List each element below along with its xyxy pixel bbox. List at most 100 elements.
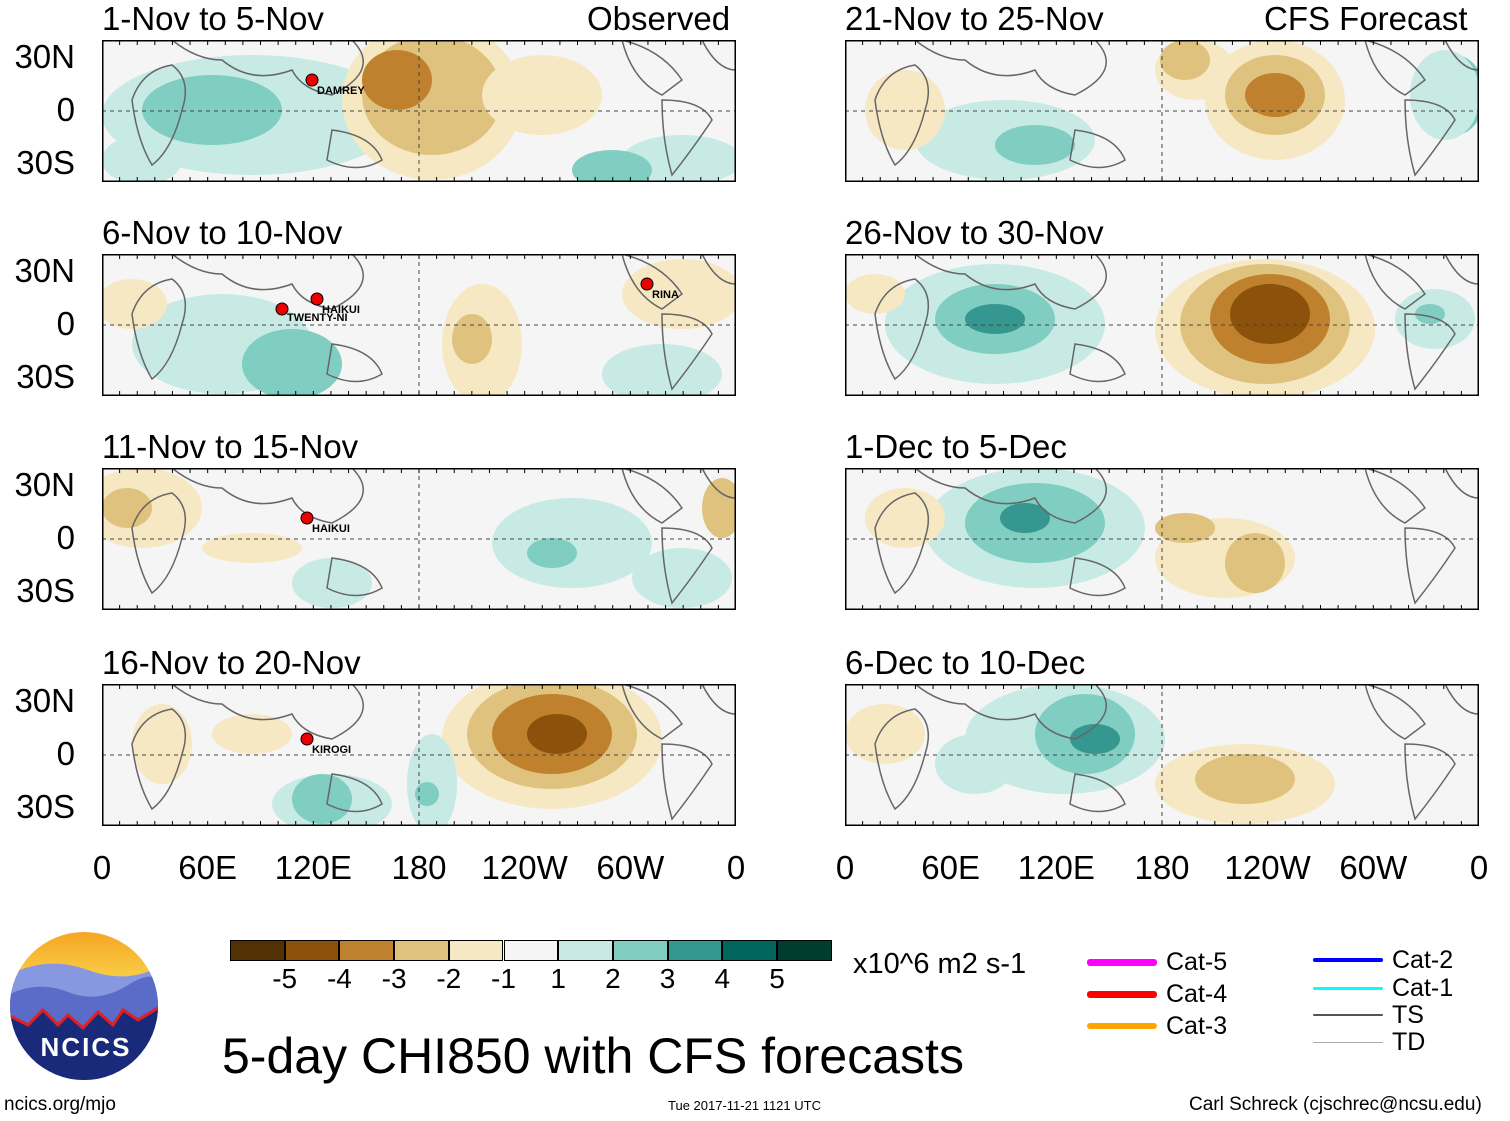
anomaly-contour bbox=[102, 488, 152, 528]
y-tick-label: 30S bbox=[16, 358, 75, 395]
coastline bbox=[1404, 313, 1456, 391]
anomaly-contour bbox=[362, 50, 432, 110]
coastline bbox=[1364, 40, 1427, 96]
y-tick-label: 30S bbox=[16, 144, 75, 181]
y-tick-label: 30S bbox=[16, 788, 75, 825]
footer-url[interactable]: ncics.org/mjo bbox=[4, 1094, 116, 1115]
coastline bbox=[1364, 254, 1427, 310]
coastline bbox=[170, 468, 364, 524]
coastline bbox=[1069, 343, 1126, 383]
anomaly-contour bbox=[102, 279, 167, 329]
legend-label: Cat-5 bbox=[1166, 948, 1228, 976]
colorbar-tick-label: 1 bbox=[550, 963, 566, 994]
coastline bbox=[326, 773, 383, 813]
colorbar-tick-label: -1 bbox=[491, 963, 516, 994]
x-tick-label: 60W bbox=[1339, 849, 1408, 886]
x-tick-label: 0 bbox=[835, 849, 855, 886]
footer-credit: Carl Schreck (cjschrec@ncsu.edu) bbox=[1189, 1094, 1482, 1115]
y-tick-label: 0 bbox=[56, 735, 75, 772]
coastline bbox=[1444, 254, 1479, 285]
colorbar-swatch bbox=[230, 940, 285, 961]
storm-marker-icon bbox=[640, 277, 654, 291]
x-tick-label: 180 bbox=[1134, 849, 1190, 886]
storm-marker-icon bbox=[300, 511, 314, 525]
coastline bbox=[131, 492, 187, 595]
colorbar-swatch bbox=[394, 940, 449, 961]
figure-title: 5-day CHI850 with CFS forecasts bbox=[222, 1028, 964, 1084]
anomaly-contour bbox=[965, 304, 1025, 334]
legend-line-swatch bbox=[1313, 958, 1383, 962]
coastline bbox=[701, 468, 736, 499]
anomaly-contour bbox=[212, 714, 292, 754]
map-panel bbox=[845, 254, 1479, 396]
colorbar-swatch bbox=[503, 940, 559, 961]
anomaly-contour bbox=[865, 488, 945, 548]
observed-header: Observed bbox=[587, 0, 731, 37]
coastline bbox=[1444, 468, 1479, 499]
coastline bbox=[1404, 743, 1456, 821]
coastline bbox=[661, 99, 713, 177]
storm-name: HAIKUI bbox=[312, 523, 350, 535]
coastline bbox=[913, 684, 1107, 740]
coastline bbox=[874, 708, 930, 811]
coastline bbox=[1404, 99, 1456, 177]
x-tick-label: 0 bbox=[92, 849, 112, 886]
storm-name: HAIKUI bbox=[322, 304, 360, 316]
legend-line-swatch bbox=[1313, 986, 1383, 990]
storm-marker-icon bbox=[305, 73, 319, 87]
coastline bbox=[1364, 684, 1427, 740]
storm-name: TWENTY-NI bbox=[287, 312, 348, 324]
panel-title: 26-Nov to 30-Nov bbox=[845, 214, 1104, 251]
coastline bbox=[1069, 557, 1126, 597]
y-tick-label: 0 bbox=[56, 91, 75, 128]
coastline bbox=[661, 313, 713, 391]
legend-label: Cat-4 bbox=[1166, 980, 1228, 1008]
colorbar-tick-label: -5 bbox=[272, 963, 298, 994]
colorbar-swatch bbox=[667, 940, 723, 961]
legend-line-swatch bbox=[1087, 990, 1157, 998]
panel-title: 1-Dec to 5-Dec bbox=[845, 428, 1067, 465]
forecast-header: CFS Forecast bbox=[1264, 0, 1468, 37]
legend-label: Cat-2 bbox=[1392, 946, 1454, 974]
coastline bbox=[621, 254, 684, 310]
coastline bbox=[326, 557, 383, 597]
panel-title: 6-Dec to 10-Dec bbox=[845, 644, 1086, 681]
coastline bbox=[701, 684, 736, 715]
anomaly-contour bbox=[845, 704, 925, 764]
anomaly-contour bbox=[1195, 754, 1295, 804]
storm-marker-icon bbox=[300, 732, 314, 746]
coastline bbox=[874, 64, 930, 167]
map-panel bbox=[845, 684, 1479, 826]
anomaly-contour bbox=[132, 704, 192, 784]
y-tick-label: 30S bbox=[16, 572, 75, 609]
map-panel bbox=[845, 40, 1479, 182]
legend-line-swatch bbox=[1087, 1023, 1157, 1029]
anomaly-contour bbox=[142, 75, 282, 145]
logo-text: NCICS bbox=[41, 1032, 132, 1062]
storm-marker-icon bbox=[310, 292, 324, 306]
anomaly-contour bbox=[632, 548, 732, 608]
colorbar-swatch bbox=[777, 940, 832, 961]
footer-timestamp: Tue 2017-11-21 1121 UTC bbox=[668, 1098, 821, 1113]
x-tick-label: 0 bbox=[726, 849, 746, 886]
coastline bbox=[170, 40, 364, 96]
map-panel bbox=[845, 468, 1479, 610]
coastline bbox=[326, 129, 383, 169]
map-panel: KIROGI bbox=[102, 684, 736, 826]
anomaly-contour bbox=[492, 498, 652, 588]
coastline bbox=[131, 278, 187, 381]
anomaly-contour bbox=[292, 774, 352, 824]
x-tick-label: 120W bbox=[1224, 849, 1311, 886]
anomaly-contour bbox=[865, 70, 945, 150]
coastline bbox=[661, 743, 713, 821]
anomaly-contour bbox=[527, 714, 587, 754]
coastline bbox=[1069, 129, 1126, 169]
anomaly-contour bbox=[102, 135, 182, 182]
coastline bbox=[170, 684, 364, 740]
anomaly-contour bbox=[202, 533, 302, 563]
panel-title: 6-Nov to 10-Nov bbox=[102, 214, 343, 251]
legend-label: TD bbox=[1392, 1028, 1426, 1056]
y-tick-label: 30N bbox=[14, 682, 75, 719]
anomaly-contour bbox=[995, 125, 1075, 165]
